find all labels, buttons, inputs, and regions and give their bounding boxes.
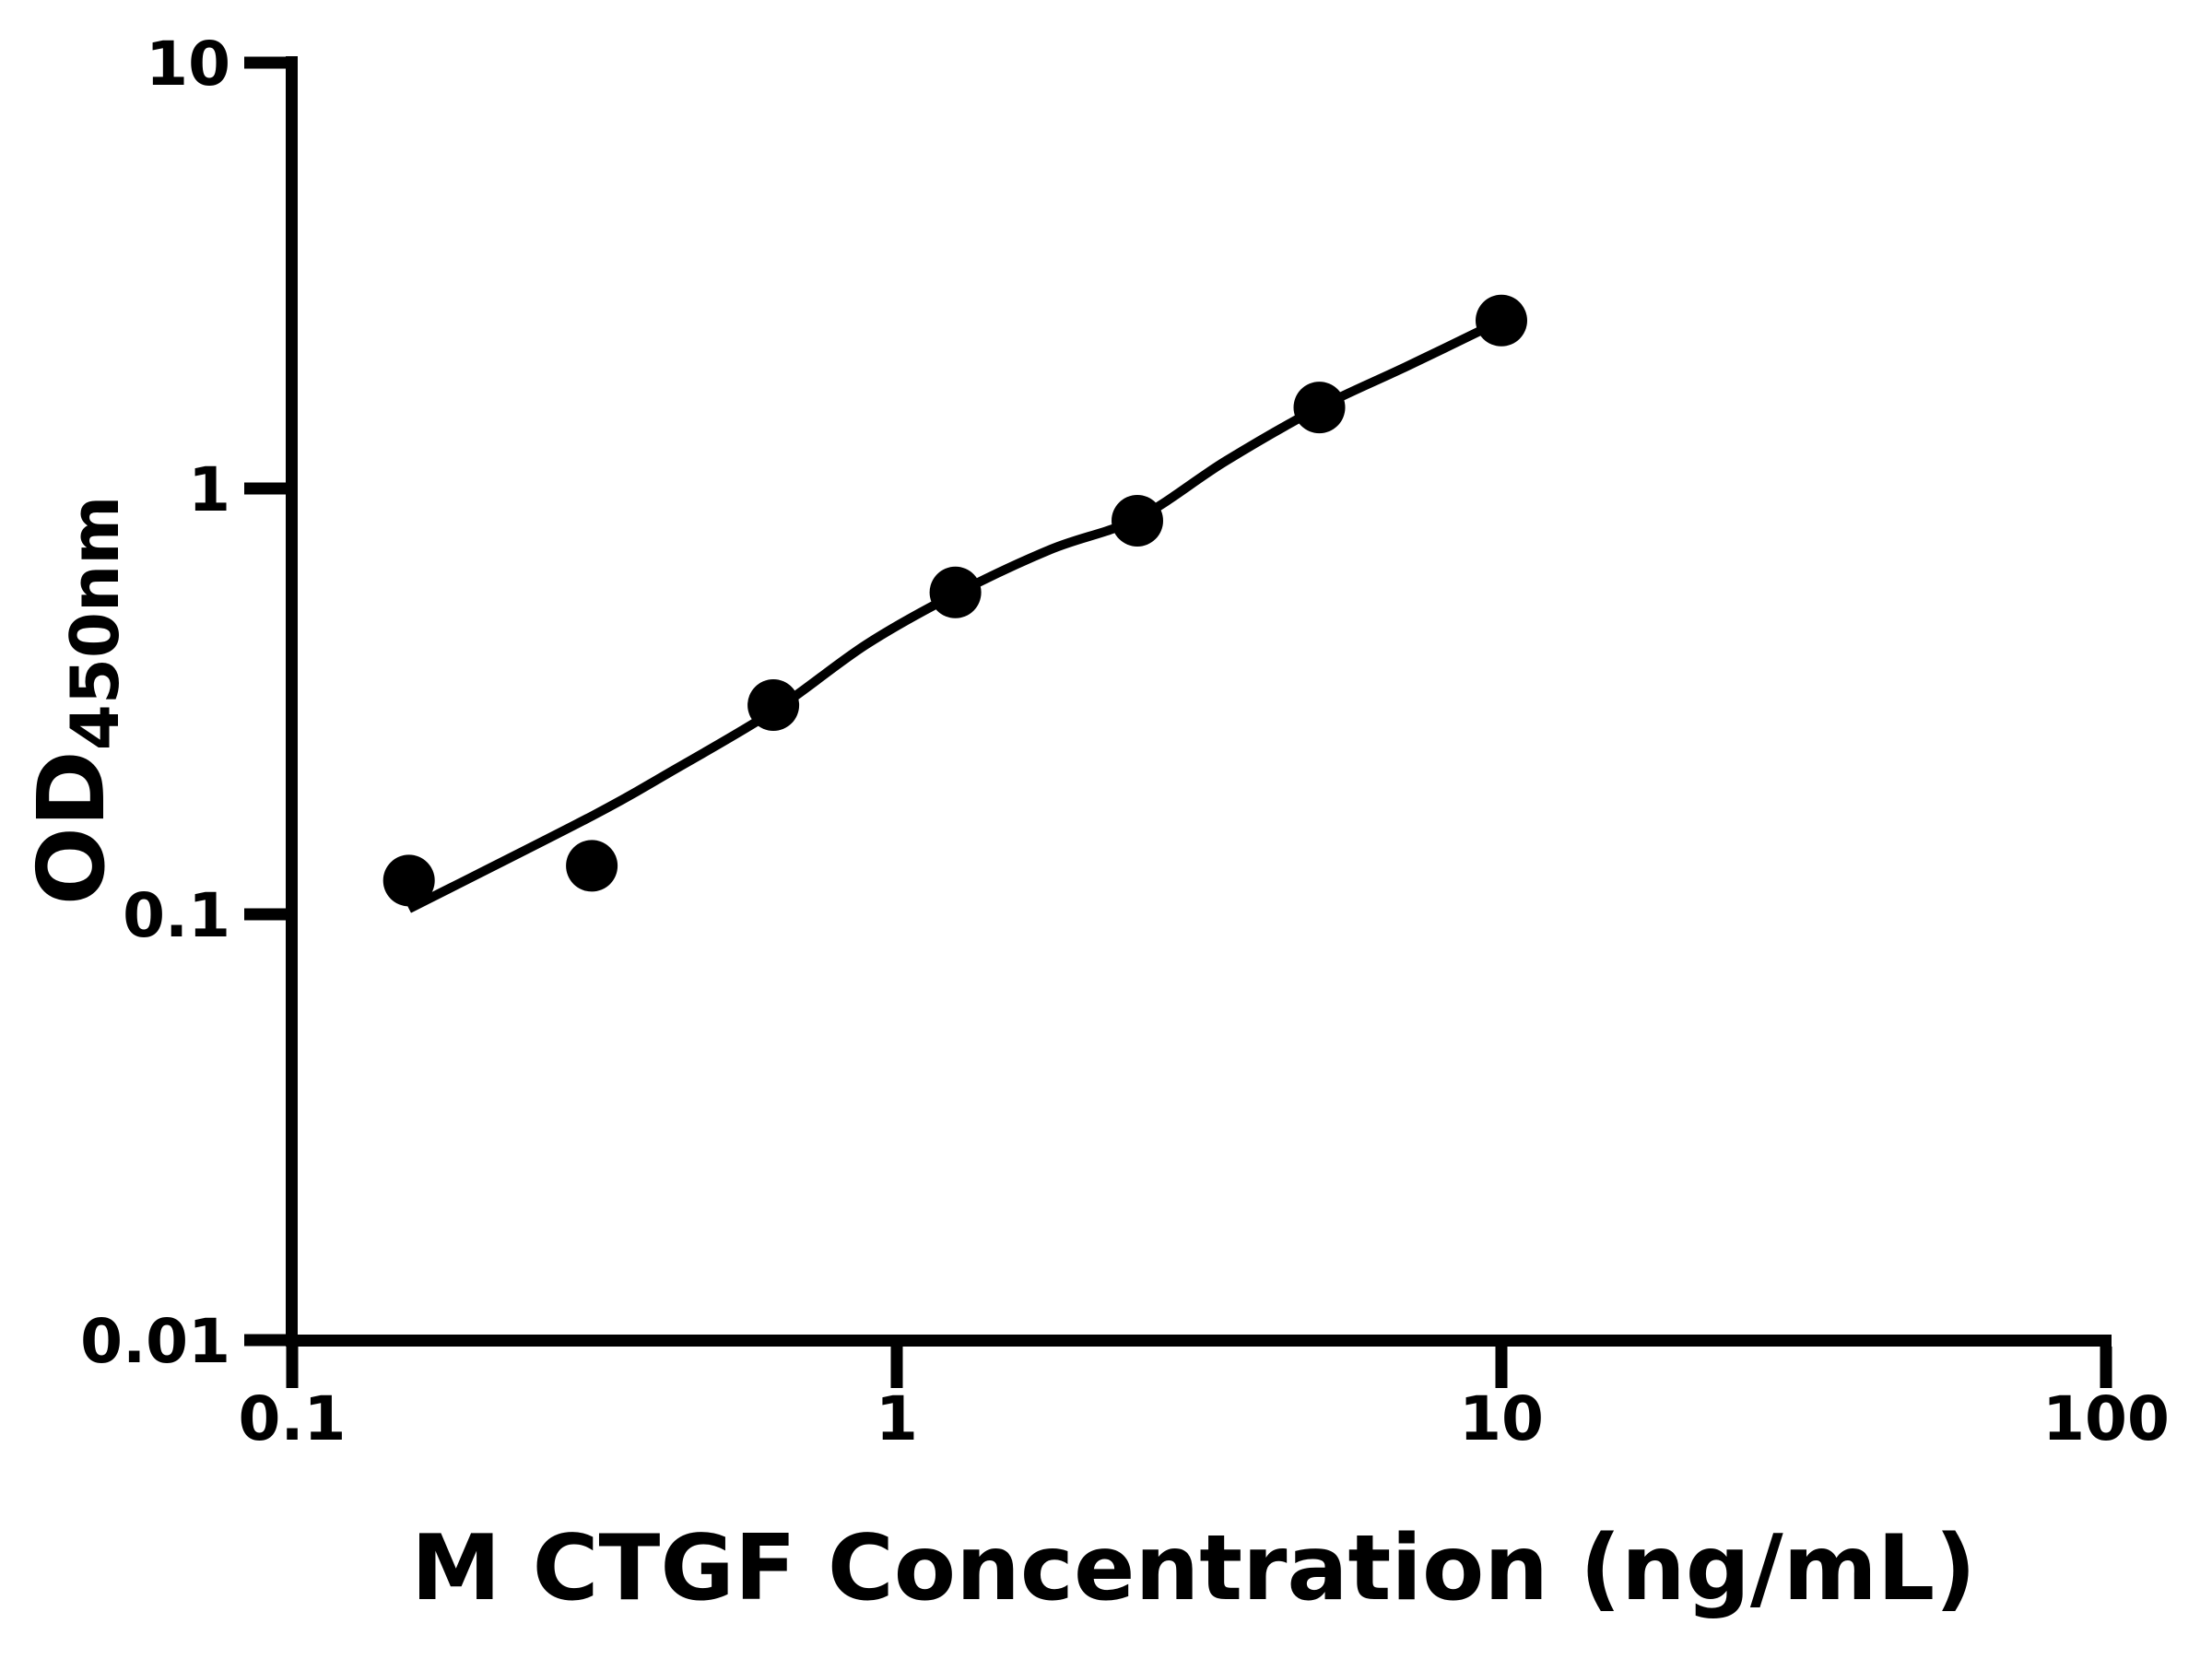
data-point (1476, 294, 1527, 347)
y-tick (244, 908, 286, 921)
x-tick (1495, 1347, 1508, 1388)
data-point (1293, 382, 1346, 434)
data-point (747, 679, 800, 731)
x-tick-label: 1 (876, 1383, 918, 1454)
data-point (1112, 495, 1163, 547)
y-axis-title-main: OD (18, 750, 125, 905)
y-axis-title-sub: 450nm (56, 496, 134, 751)
data-point (566, 840, 618, 892)
y-axis-title: OD450nm (18, 496, 134, 906)
y-tick (244, 56, 286, 69)
x-tick (2100, 1347, 2112, 1388)
x-tick (286, 1347, 299, 1388)
x-tick-label: 100 (2042, 1383, 2170, 1454)
y-tick-label: 0.1 (123, 880, 230, 951)
y-axis-line (286, 56, 298, 1347)
y-tick (244, 482, 286, 495)
x-axis-line (286, 1335, 2112, 1347)
y-tick-label: 1 (188, 454, 230, 525)
y-tick-label: 10 (146, 29, 230, 100)
x-tick (890, 1347, 903, 1388)
x-tick-label: 0.1 (239, 1383, 347, 1454)
x-tick-label: 10 (1459, 1383, 1544, 1454)
x-axis-title: M CTGF Concentration (ng/mL) (411, 1516, 1976, 1621)
y-tick (244, 1334, 286, 1347)
data-point (382, 854, 435, 907)
data-point (929, 566, 982, 618)
y-tick-label: 0.01 (80, 1306, 230, 1377)
